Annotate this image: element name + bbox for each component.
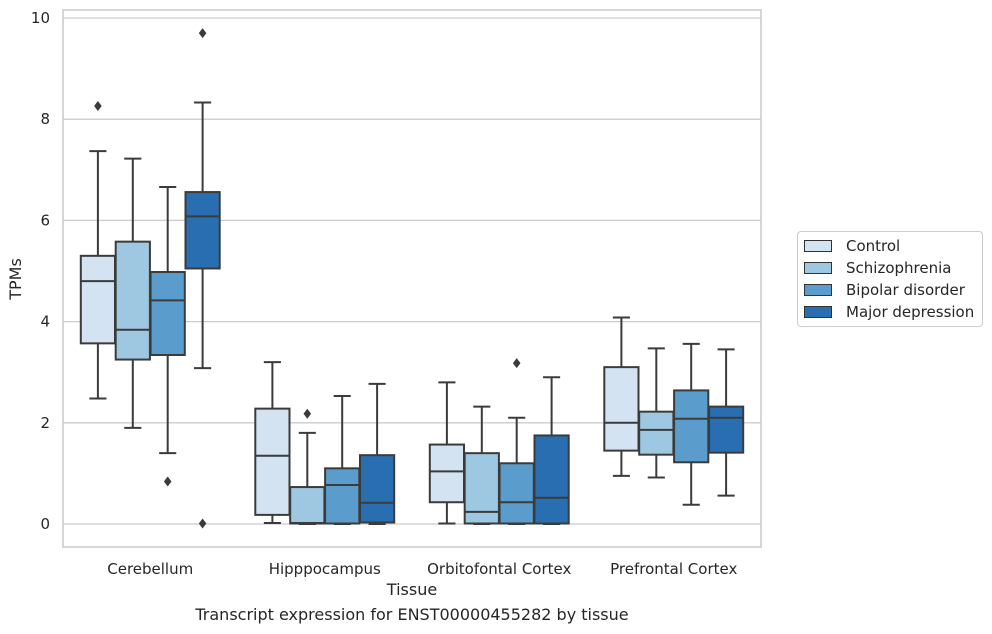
legend-label-schizophrenia: Schizophrenia bbox=[846, 259, 952, 277]
y-tick-label: 0 bbox=[40, 515, 50, 533]
box-iqr bbox=[289, 486, 326, 525]
box bbox=[428, 381, 466, 525]
outlier-point bbox=[303, 408, 312, 419]
y-axis-label: TPMs bbox=[6, 258, 25, 301]
y-tick-label: 8 bbox=[40, 110, 50, 128]
legend-label-control: Control bbox=[846, 237, 901, 255]
legend-swatch-control bbox=[804, 240, 832, 252]
box bbox=[498, 358, 535, 525]
legend-item-schizophrenia: Schizophrenia bbox=[804, 258, 951, 278]
outlier-point bbox=[163, 476, 172, 487]
box-iqr bbox=[463, 452, 500, 525]
box bbox=[324, 394, 361, 525]
x-tick-label: Hipppocampus bbox=[269, 560, 381, 578]
box-iqr bbox=[498, 462, 535, 525]
x-axis-label: Tissue bbox=[386, 580, 437, 599]
y-tick-label: 2 bbox=[40, 414, 50, 432]
legend-swatch-bipolar-disorder bbox=[804, 284, 832, 296]
box-iqr bbox=[149, 271, 186, 356]
box-iqr bbox=[324, 467, 361, 525]
plot-frame bbox=[62, 9, 762, 548]
box-iqr bbox=[638, 410, 675, 456]
box bbox=[707, 348, 745, 497]
y-tick-label: 10 bbox=[31, 9, 50, 27]
box-iqr bbox=[358, 454, 396, 524]
box-iqr bbox=[79, 254, 117, 345]
legend-item-major-depression: Major depression bbox=[804, 302, 974, 322]
y-tick-label: 6 bbox=[40, 211, 50, 229]
y-tick-label: 4 bbox=[40, 313, 50, 331]
box bbox=[673, 342, 710, 506]
y-tick-labels: 0 2 4 6 8 10 bbox=[31, 9, 50, 533]
legend-swatch-major-depression bbox=[804, 306, 832, 318]
box-iqr bbox=[673, 389, 710, 464]
box bbox=[463, 405, 500, 525]
x-tick-label: Cerebellum bbox=[107, 560, 193, 578]
box-iqr bbox=[603, 366, 640, 452]
legend-item-control: Control bbox=[804, 236, 900, 256]
legend-item-bipolar-disorder: Bipolar disorder bbox=[804, 280, 965, 300]
box bbox=[358, 382, 396, 525]
box-iqr bbox=[533, 434, 570, 525]
x-tick-labels: Cerebellum Hipppocampus Orbitofontal Corte… bbox=[107, 560, 737, 578]
chart-caption: Transcript expression for ENST0000045528… bbox=[195, 605, 629, 624]
outlier-point bbox=[94, 101, 102, 112]
box bbox=[114, 157, 151, 429]
boxplot-series bbox=[79, 28, 745, 529]
box bbox=[638, 347, 675, 479]
box bbox=[149, 186, 186, 487]
box bbox=[79, 101, 117, 400]
outlier-point bbox=[198, 28, 207, 39]
legend-label-bipolar-disorder: Bipolar disorder bbox=[846, 281, 965, 299]
legend-label-major-depression: Major depression bbox=[846, 303, 975, 321]
x-tick-label: Orbitofontal Cortex bbox=[427, 560, 571, 578]
box-iqr bbox=[184, 191, 221, 270]
box bbox=[254, 361, 291, 524]
outlier-point bbox=[512, 358, 521, 369]
box-iqr bbox=[254, 407, 291, 516]
box bbox=[603, 316, 640, 477]
box-iqr bbox=[114, 240, 151, 361]
box bbox=[289, 408, 326, 525]
box-iqr bbox=[428, 443, 466, 504]
x-tick-label: Prefrontal Cortex bbox=[610, 560, 737, 578]
box bbox=[533, 376, 570, 525]
legend-swatch-schizophrenia bbox=[804, 262, 832, 274]
outlier-point bbox=[198, 518, 207, 529]
legend: Control Schizophrenia Bipolar disorder M… bbox=[797, 231, 983, 327]
box-iqr bbox=[707, 405, 745, 454]
box bbox=[184, 28, 221, 529]
